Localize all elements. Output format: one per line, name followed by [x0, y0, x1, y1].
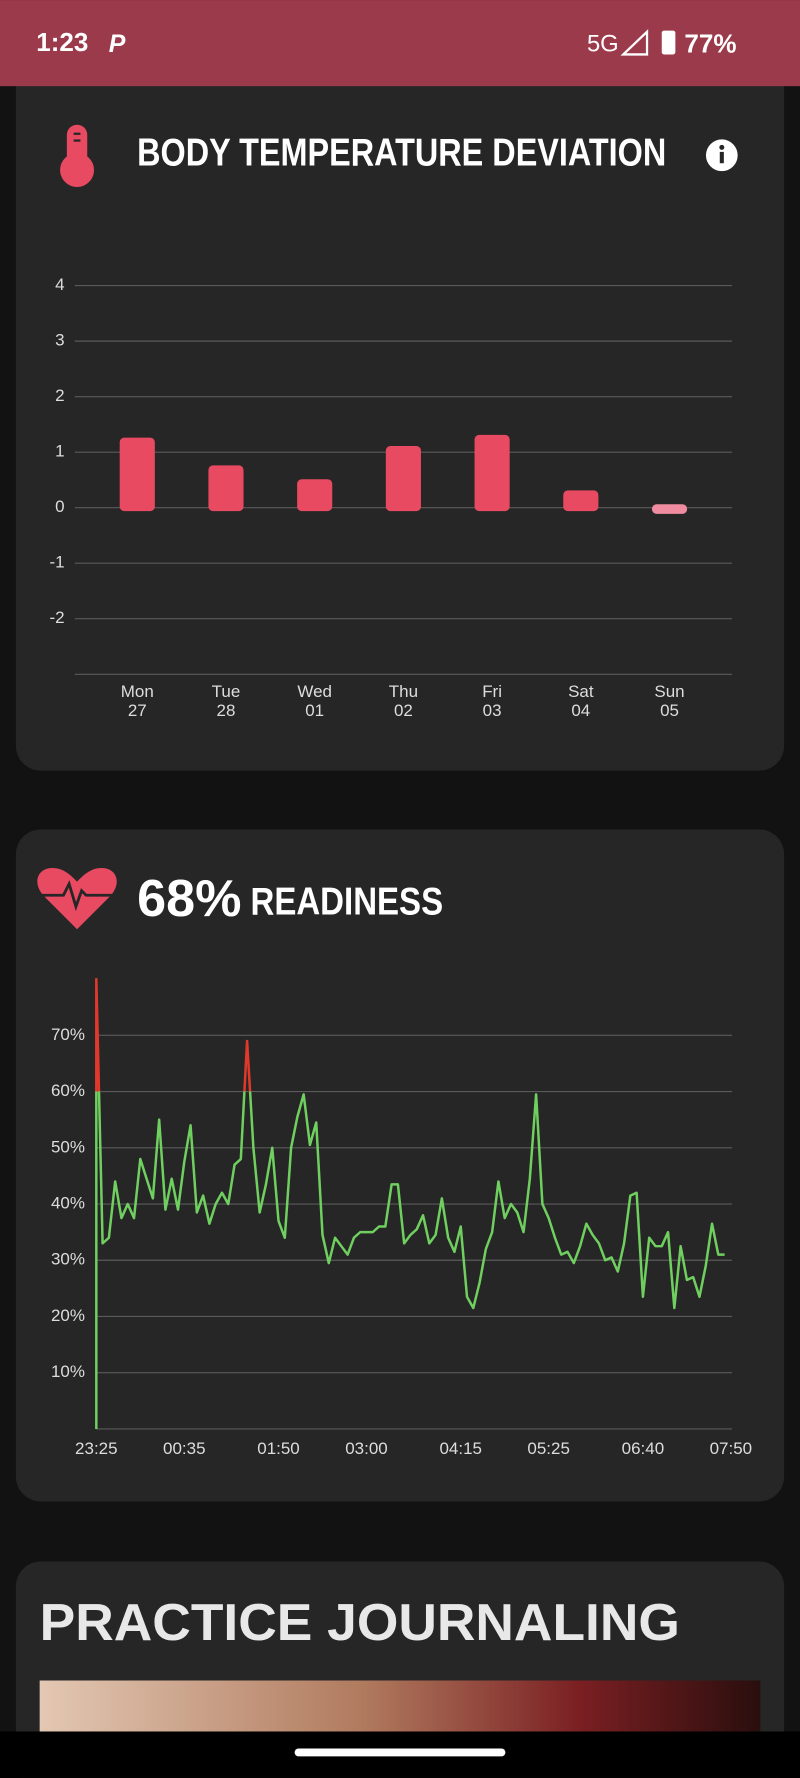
x-tick-label: 00:35	[163, 1439, 206, 1458]
status-battery: 77%	[684, 28, 736, 58]
x-tick-label: 07:50	[710, 1439, 753, 1458]
y-tick-label: 4	[55, 275, 64, 294]
x-tick-label: 01:50	[257, 1439, 300, 1458]
x-tick-label: Tue	[212, 682, 241, 701]
card-title: BODY TEMPERATURE DEVIATION	[137, 131, 666, 174]
readiness-line	[95, 977, 725, 1429]
y-tick-label: 60%	[51, 1081, 85, 1100]
signal-icon	[620, 29, 649, 56]
x-tick-label: Sat	[568, 682, 594, 701]
x-tick-label: 01	[305, 701, 324, 720]
x-tick-label: Sun	[654, 682, 684, 701]
bar	[563, 490, 599, 512]
y-tick-label: -2	[49, 608, 64, 627]
y-tick-label: 20%	[51, 1306, 85, 1325]
y-tick-label: 70%	[51, 1025, 85, 1044]
x-tick-label: Thu	[389, 682, 418, 701]
status-time: 1:23	[36, 27, 88, 57]
y-tick-label: 2	[55, 386, 64, 405]
card-title: PRACTICE JOURNALING	[40, 1594, 680, 1652]
y-tick-label: 3	[55, 331, 64, 350]
x-tick-label: Mon	[121, 682, 154, 701]
bar	[297, 479, 333, 512]
card-title: READINESS	[250, 880, 443, 923]
y-tick-label: 40%	[51, 1193, 85, 1212]
readiness-score: 68%	[137, 870, 241, 928]
x-tick-label: 05:25	[527, 1439, 570, 1458]
battery-icon	[661, 30, 676, 55]
bar	[208, 465, 244, 512]
y-tick-label: 50%	[51, 1137, 85, 1156]
card	[15, 45, 785, 771]
x-tick-label: 02	[394, 701, 413, 720]
y-tick-label: 10%	[51, 1362, 85, 1381]
x-tick-label: 28	[217, 701, 236, 720]
y-tick-label: -1	[49, 553, 64, 572]
x-tick-label: 06:40	[622, 1439, 665, 1458]
bar	[119, 437, 155, 512]
bar	[385, 445, 421, 512]
x-tick-label: Wed	[297, 682, 332, 701]
status-network: 5G	[587, 31, 619, 58]
x-tick-label: 04:15	[439, 1439, 482, 1458]
x-tick-label: 05	[660, 701, 679, 720]
info-button[interactable]	[705, 139, 738, 172]
heart-icon	[37, 868, 117, 930]
x-tick-label: 03:00	[345, 1439, 388, 1458]
bar	[651, 504, 688, 514]
y-tick-label: 30%	[51, 1250, 85, 1269]
x-tick-label: 23:25	[75, 1439, 118, 1458]
x-tick-label: Fri	[482, 682, 502, 701]
thermometer-icon	[60, 124, 95, 188]
card	[15, 829, 785, 1502]
y-tick-label: 1	[55, 442, 64, 461]
x-tick-label: 04	[571, 701, 590, 720]
bar	[474, 434, 510, 512]
y-tick-label: 0	[55, 497, 64, 516]
x-tick-label: 03	[483, 701, 502, 720]
x-tick-label: 27	[128, 701, 147, 720]
home-handle[interactable]	[294, 1748, 506, 1757]
paypal-icon: P	[109, 30, 126, 58]
